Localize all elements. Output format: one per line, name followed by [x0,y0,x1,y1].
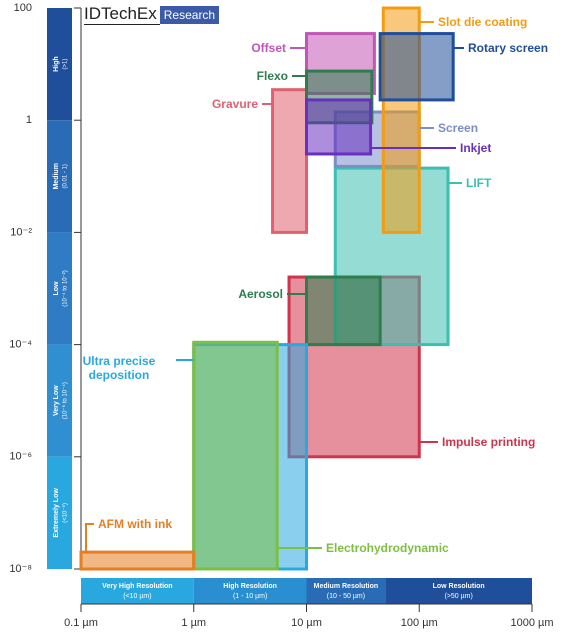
range-box [378,32,455,102]
series-label: LIFT [466,176,492,190]
y-band-range: (<10⁻⁶) [62,503,69,523]
brand-tag: Research [159,5,220,24]
y-tick-label: 100 [14,2,32,14]
series-label: Electrohydrodynamic [326,541,449,555]
range-box [79,550,196,571]
range-box [305,98,373,156]
series-label: Aerosol [238,287,283,301]
logo: IDTechEx Research [84,4,220,25]
series-label: Screen [438,121,479,135]
y-band-name: Very Low [53,385,60,416]
leader-line [85,523,94,551]
x-band-name: Low Resolution [433,583,485,590]
series-label: AFM with ink [98,517,172,531]
y-tick-label: 1 [26,114,32,126]
y-band-range: (0.01 - 1) [63,164,69,188]
x-band-name: High Resolution [223,583,277,590]
y-band [47,120,72,233]
x-band-range: (10 - 50 µm) [327,593,365,600]
series-label: Offset [251,41,286,55]
series-label: Ultra precise deposition [82,354,156,382]
x-band-range: (>50 µm) [444,593,472,600]
range-box [305,275,382,347]
y-band [47,344,72,457]
y-band [47,232,72,345]
x-tick-label: 100 µm [401,617,438,629]
y-tick-label: 10⁻² [10,226,32,238]
series-label: Gravure [211,97,258,111]
y-tick-label: 10⁻⁴ [9,339,32,351]
y-band-range: (>1) [63,59,69,70]
series-label: Impulse printing [442,435,536,449]
range-box [192,340,279,571]
x-band-name: Very High Resolution [102,583,172,590]
x-band [385,578,532,604]
y-band-range: (10⁻⁶ to 10⁻⁴) [62,382,69,419]
x-tick-label: 0.1 µm [64,617,98,629]
x-tick-label: 10 µm [291,617,322,629]
x-band-range: (1 - 10 µm) [233,593,267,600]
y-band-name: Low [53,281,60,296]
x-band-name: Medium Resolution [314,583,379,590]
series-label: Inkjet [460,141,492,155]
x-band-range: (<10 µm) [123,593,151,600]
x-band [193,578,307,604]
x-tick-label: 1 µm [181,617,206,629]
y-tick-label: 10⁻⁸ [9,563,32,575]
x-band [306,578,386,604]
y-band [47,456,72,569]
y-band-range: (10⁻⁴ to 10⁻²) [62,270,69,307]
y-band-name: Medium [53,163,60,189]
range-box [271,88,308,234]
brand: IDTechEx [84,4,160,25]
y-band-name: High [53,56,60,72]
series-label: Rotary screen [468,41,549,55]
y-tick-label: 10⁻⁶ [9,451,32,463]
series-label: Slot die coating [438,15,528,29]
y-band [47,8,72,121]
y-band-name: Extremely Low [53,488,60,538]
x-band [81,578,194,604]
series-label: Flexo [256,69,288,83]
x-tick-label: 1000 µm [510,617,553,629]
